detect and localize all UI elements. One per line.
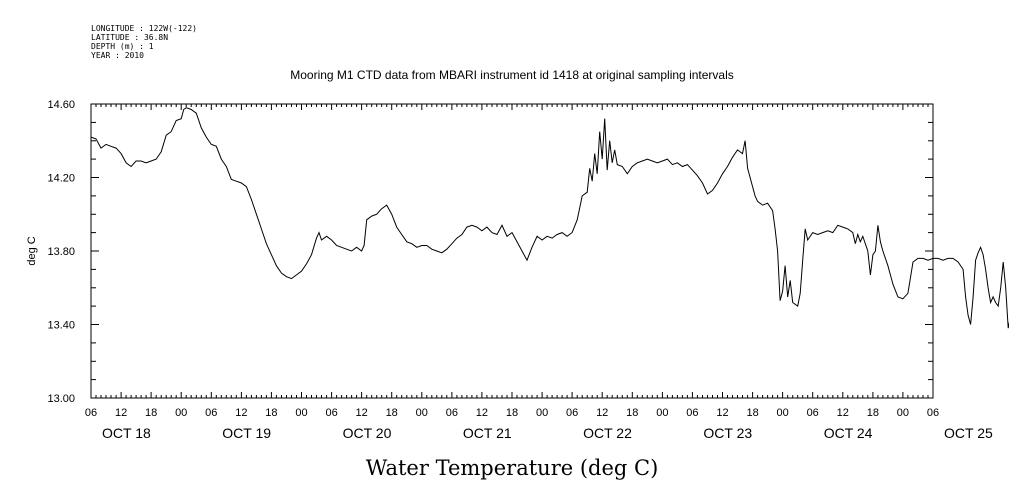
x-tick-label: 00 <box>656 407 668 419</box>
x-tick-label: 06 <box>325 407 337 419</box>
meta-longitude: LONGITUDE : 122W(-122) <box>91 24 197 33</box>
x-day-label: OCT 25 <box>944 425 993 441</box>
x-tick-label: 18 <box>145 407 157 419</box>
y-tick-label: 13.80 <box>47 246 75 258</box>
x-tick-label: 00 <box>897 407 909 419</box>
x-tick-label: 06 <box>205 407 217 419</box>
x-axis-label: Water Temperature (deg C) <box>366 456 659 480</box>
x-day-label: OCT 19 <box>222 425 271 441</box>
x-tick-label: 12 <box>596 407 608 419</box>
x-tick-label: 00 <box>295 407 307 419</box>
x-tick-label: 18 <box>867 407 879 419</box>
y-tick-label: 13.40 <box>47 320 75 332</box>
x-tick-label: 12 <box>115 407 127 419</box>
meta-latitude: LATITUDE : 36.8N <box>91 33 168 42</box>
chart-title: Mooring M1 CTD data from MBARI instrumen… <box>290 68 734 82</box>
x-tick-label: 12 <box>235 407 247 419</box>
x-tick-label: 06 <box>85 407 97 419</box>
meta-depth: DEPTH (m) : 1 <box>91 42 154 51</box>
y-tick-label: 14.60 <box>47 99 75 111</box>
y-axis-label: deg C <box>26 236 38 265</box>
x-tick-label: 18 <box>386 407 398 419</box>
x-tick-label: 06 <box>686 407 698 419</box>
x-tick-label: 00 <box>536 407 548 419</box>
meta-year: YEAR : 2010 <box>91 51 144 60</box>
x-day-label: OCT 23 <box>703 425 752 441</box>
x-tick-label: 18 <box>265 407 277 419</box>
x-tick-label: 18 <box>746 407 758 419</box>
x-tick-label: 00 <box>416 407 428 419</box>
x-tick-label: 12 <box>355 407 367 419</box>
x-day-label: OCT 22 <box>583 425 632 441</box>
series-layer <box>90 107 1009 329</box>
x-tick-label: 12 <box>716 407 728 419</box>
y-tick-label: 13.00 <box>47 393 75 405</box>
x-tick-label: 06 <box>927 407 939 419</box>
x-tick-label: 06 <box>566 407 578 419</box>
y-tick-label: 14.20 <box>47 173 75 185</box>
x-tick-label: 18 <box>626 407 638 419</box>
x-tick-label: 06 <box>807 407 819 419</box>
x-day-label: OCT 24 <box>824 425 873 441</box>
series-line <box>90 107 1009 329</box>
x-tick-label: 06 <box>446 407 458 419</box>
x-tick-label: 00 <box>776 407 788 419</box>
x-day-label: OCT 20 <box>343 425 392 441</box>
x-tick-label: 18 <box>506 407 518 419</box>
axes: 06 12 18 00 06 12 18 00 06 12 18 00 06 12 18 00 06 12 18 00… <box>47 99 993 441</box>
x-day-label: OCT 21 <box>463 425 512 441</box>
x-tick-label: 12 <box>476 407 488 419</box>
x-day-label: OCT 18 <box>102 425 151 441</box>
x-tick-label: 12 <box>837 407 849 419</box>
x-tick-label: 00 <box>175 407 187 419</box>
